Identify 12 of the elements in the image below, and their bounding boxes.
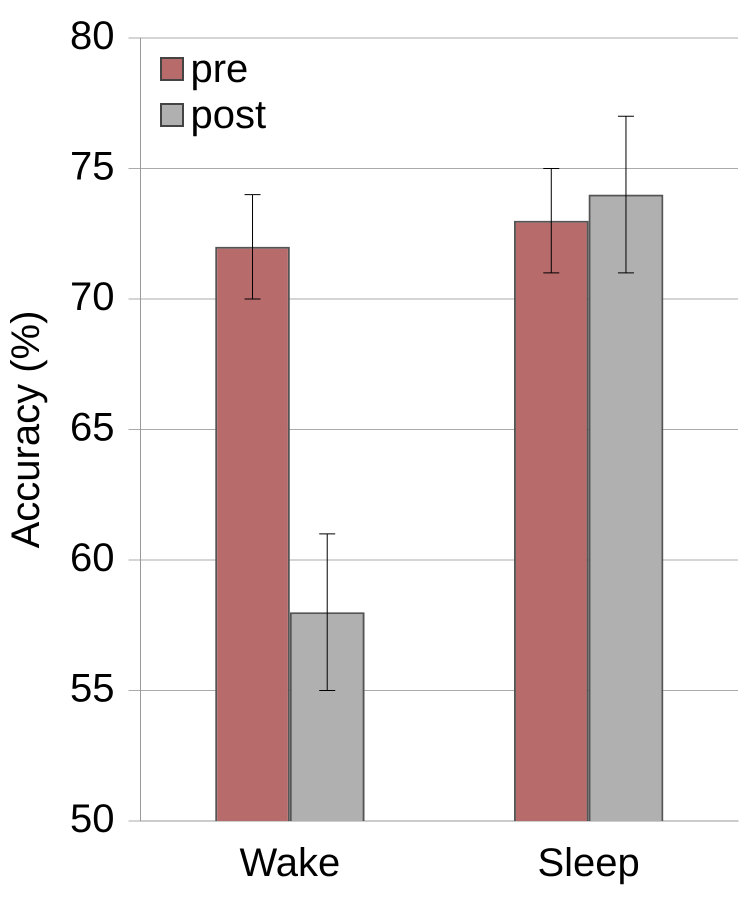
y-tick-label: 70: [70, 275, 114, 320]
y-axis-title: Accuracy (%): [4, 310, 48, 548]
y-tick-label: 75: [70, 144, 114, 189]
y-tick-label: 50: [70, 797, 114, 842]
y-tick-label: 55: [70, 666, 114, 711]
legend-label: pre: [190, 46, 248, 92]
x-tick-label: Sleep: [537, 841, 640, 886]
y-tick-label: 60: [70, 536, 114, 580]
y-tick-label: 80: [70, 14, 114, 58]
y-tick-label: 65: [70, 406, 114, 450]
x-tick-label: Wake: [239, 841, 340, 886]
legend-label: post: [190, 92, 266, 138]
